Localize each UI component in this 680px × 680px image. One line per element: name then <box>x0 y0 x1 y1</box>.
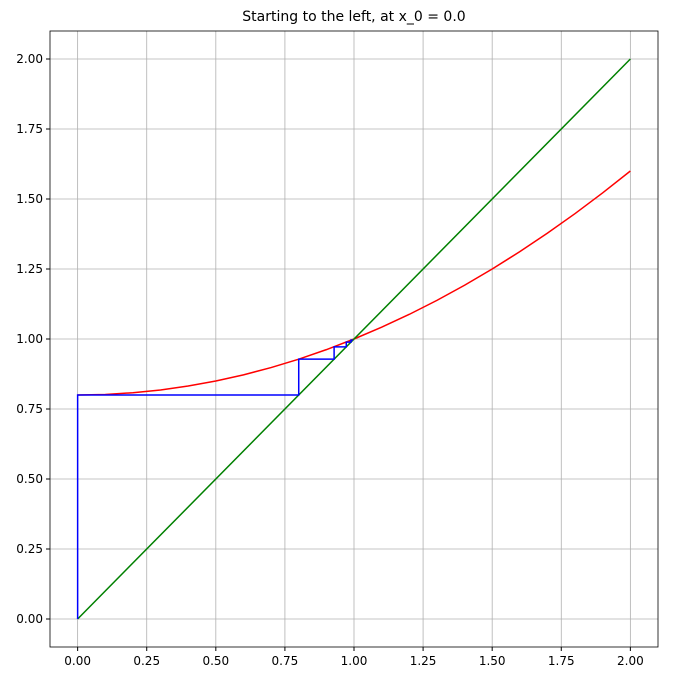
series-line <box>77 58 631 620</box>
x-tick-label: 0.25 <box>133 654 160 668</box>
y-tick-label: 0.25 <box>16 542 43 556</box>
x-tick-label: 1.50 <box>479 654 506 668</box>
y-tick-label: 1.50 <box>16 192 43 206</box>
y-tick-label: 2.00 <box>16 52 43 66</box>
chart-title: Starting to the left, at x_0 = 0.0 <box>242 9 465 25</box>
x-tick-label: 1.00 <box>341 654 368 668</box>
plot-frame <box>49 30 659 648</box>
x-tick-label: 0.00 <box>64 654 91 668</box>
x-tick-label: 0.75 <box>272 654 299 668</box>
series-line <box>76 339 353 619</box>
y-tick-label: 1.00 <box>16 332 43 346</box>
y-tick-label: 0.75 <box>16 402 43 416</box>
y-tick-label: 1.75 <box>16 122 43 136</box>
x-tick-label: 1.75 <box>548 654 575 668</box>
y-tick-label: 0.00 <box>16 612 43 626</box>
x-tick-label: 1.25 <box>410 654 437 668</box>
x-tick-label: 2.00 <box>617 654 644 668</box>
y-tick-label: 1.25 <box>16 262 43 276</box>
y-tick-label: 0.50 <box>16 472 43 486</box>
x-tick-label: 0.50 <box>202 654 229 668</box>
